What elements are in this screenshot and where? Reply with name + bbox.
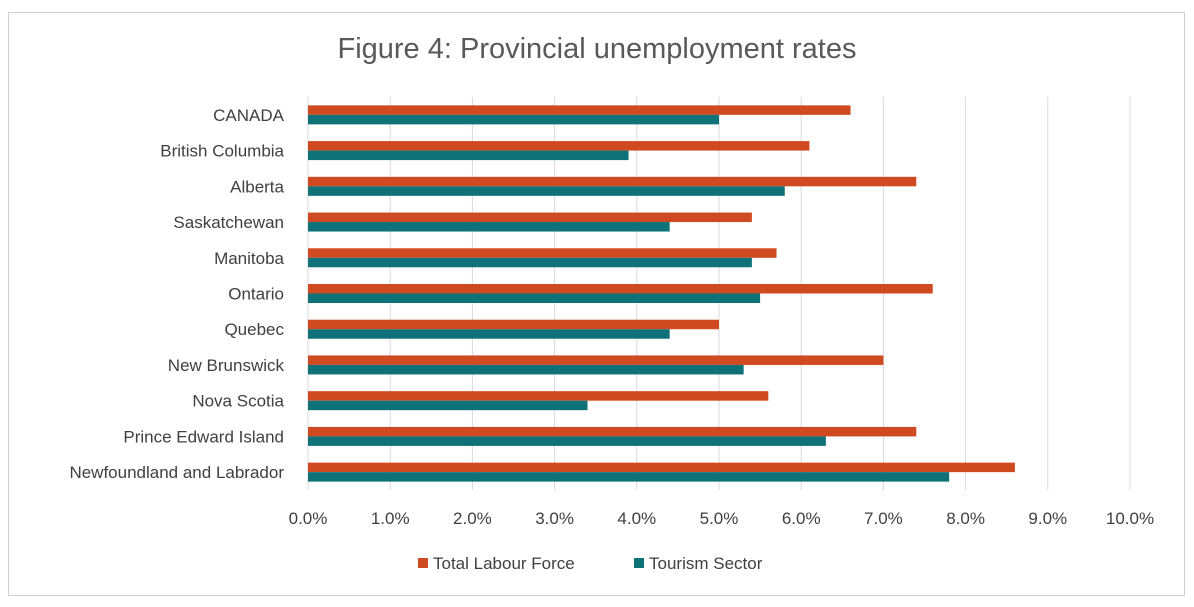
- bar-tourism-sector: [308, 329, 670, 339]
- legend-label: Total Labour Force: [433, 554, 575, 573]
- category-label: Saskatchewan: [173, 213, 284, 232]
- tick-label: 7.0%: [864, 509, 903, 528]
- category-label: New Brunswick: [168, 356, 285, 375]
- legend-label: Tourism Sector: [649, 554, 763, 573]
- bar-total-labour-force: [308, 105, 851, 115]
- tick-label: 0.0%: [289, 509, 328, 528]
- bar-total-labour-force: [308, 212, 752, 223]
- bar-total-labour-force: [308, 176, 917, 187]
- category-label: Prince Edward Island: [123, 427, 284, 446]
- category-labels: CANADA British Columbia Alberta Saskatchewa…: [69, 106, 284, 482]
- tick-label: 5.0%: [700, 509, 739, 528]
- bar-tourism-sector: [308, 222, 670, 232]
- category-label: CANADA: [213, 106, 285, 125]
- legend: Total Labour Force Tourism Sector: [418, 554, 763, 573]
- category-label: Nova Scotia: [192, 392, 284, 411]
- tick-label: 10.0%: [1106, 509, 1154, 528]
- bar-total-labour-force: [308, 248, 777, 258]
- bar-total-labour-force: [308, 426, 917, 437]
- gridlines: [307, 97, 1131, 490]
- bar-tourism-sector: [308, 186, 785, 196]
- bar-total-labour-force: [308, 391, 769, 401]
- category-label: Manitoba: [214, 249, 284, 268]
- tick-label: 3.0%: [535, 509, 574, 528]
- bar-tourism-sector: [308, 364, 744, 375]
- category-label: Quebec: [224, 320, 284, 339]
- bars: [308, 105, 1015, 482]
- bar-total-labour-force: [308, 462, 1015, 473]
- tick-labels: 0.0% 1.0% 2.0% 3.0% 4.0% 5.0% 6.0% 7.0% 8.0% 9.0%…: [289, 509, 1154, 528]
- bar-total-labour-force: [308, 355, 884, 365]
- bar-tourism-sector: [308, 293, 761, 303]
- bar-tourism-sector: [308, 436, 826, 446]
- bar-tourism-sector: [308, 400, 588, 411]
- category-label: Newfoundland and Labrador: [69, 463, 284, 482]
- tick-label: 4.0%: [617, 509, 656, 528]
- bar-tourism-sector: [308, 472, 950, 482]
- tick-label: 6.0%: [782, 509, 821, 528]
- bar-tourism-sector: [308, 150, 629, 161]
- tick-label: 1.0%: [371, 509, 410, 528]
- tick-label: 8.0%: [946, 509, 985, 528]
- tick-label: 2.0%: [453, 509, 492, 528]
- category-label: Alberta: [230, 177, 284, 196]
- category-label: British Columbia: [160, 142, 284, 161]
- bar-total-labour-force: [308, 141, 810, 151]
- tick-label: 9.0%: [1028, 509, 1067, 528]
- bar-total-labour-force: [308, 319, 719, 330]
- bar-tourism-sector: [308, 114, 719, 125]
- legend-swatch: [418, 558, 428, 568]
- bar-total-labour-force: [308, 284, 933, 294]
- legend-swatch: [634, 558, 644, 568]
- bar-tourism-sector: [308, 257, 752, 268]
- chart-title: Figure 4: Provincial unemployment rates: [337, 33, 856, 65]
- category-label: Ontario: [228, 285, 284, 304]
